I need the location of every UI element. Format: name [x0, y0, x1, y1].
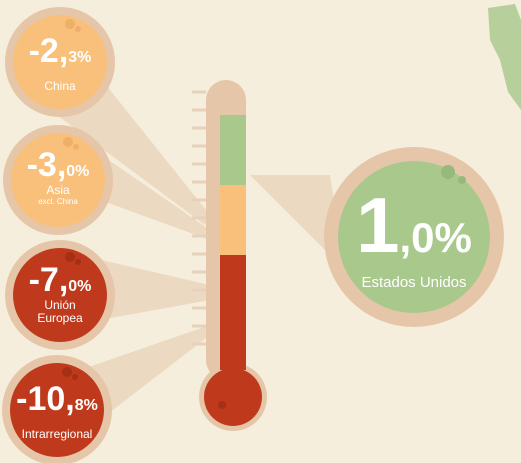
item-dot: [73, 144, 79, 150]
item-decimal: 8%: [75, 397, 98, 414]
item-label: Asia: [46, 183, 70, 197]
item-decimal: 3%: [68, 49, 91, 66]
item-decimal: 0%: [68, 278, 91, 295]
featured-decimal: ,0%: [400, 214, 472, 261]
item-decimal: 0%: [66, 163, 89, 180]
item-value: -3,0%: [27, 146, 90, 184]
item-circle: [13, 248, 107, 342]
featured-whole: 1: [356, 181, 399, 269]
item-dot: [63, 137, 73, 147]
item-whole: -2,: [29, 32, 69, 70]
item-whole: -10,: [16, 380, 75, 418]
featured: 1,0% Estados Unidos: [324, 147, 504, 327]
featured-label: Estados Unidos: [361, 274, 466, 291]
item-dot: [75, 259, 81, 265]
item-whole: -3,: [27, 146, 67, 184]
item-dot: [62, 367, 72, 377]
item-label: China: [44, 79, 76, 93]
item-circle: [10, 363, 104, 457]
item-dot: [72, 374, 78, 380]
item-whole: -7,: [29, 261, 69, 299]
map: [488, 4, 521, 110]
item-label: Intrarregional: [22, 427, 93, 441]
item-dot: [65, 252, 75, 262]
item-circle: [11, 133, 105, 227]
item-value: -7,0%: [29, 261, 92, 299]
item-dot: [65, 19, 75, 29]
item-value: -10,8%: [16, 380, 98, 418]
item-label-2: Europea: [37, 311, 83, 325]
thermometer: [192, 80, 267, 431]
item-sublabel: excl. China: [38, 197, 78, 206]
item-label: Unión: [44, 298, 75, 312]
item-value: -2,3%: [29, 32, 92, 70]
item-dot: [75, 26, 81, 32]
featured-value: 1,0%: [356, 181, 472, 269]
item-circle: [13, 15, 107, 109]
